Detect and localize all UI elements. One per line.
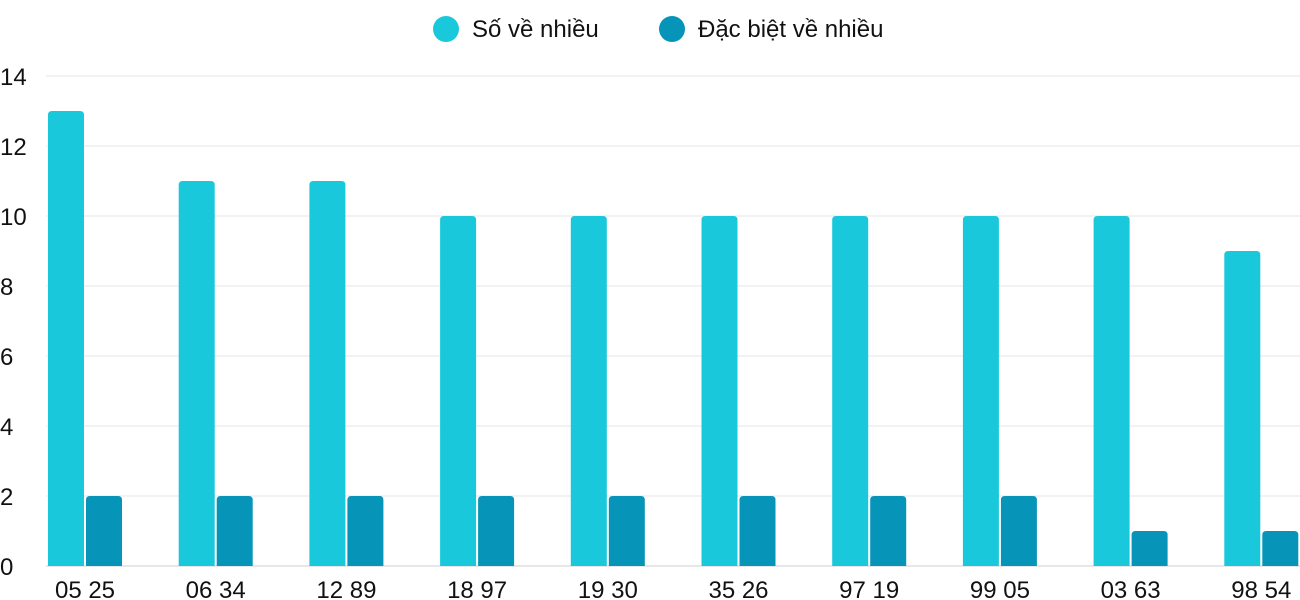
bar-series-1-18-97: [478, 496, 515, 566]
legend-label-dac-biet-ve-nhieu: Đặc biệt về nhiều: [698, 16, 883, 43]
x-tick-label: 97 19: [839, 577, 899, 600]
bar-series-0-05-25: [48, 111, 84, 566]
bar-series-1-05-25: [86, 496, 122, 566]
bar-series-0-06-34: [178, 181, 215, 566]
y-tick-label: 14: [0, 64, 27, 91]
gridlines: [46, 75, 1300, 567]
bar-series-0-03-63: [1093, 216, 1130, 566]
y-axis: 0 2 4 6 8 10 12 14: [0, 64, 27, 581]
bar-series-1-35-26: [739, 496, 776, 566]
bar-series-0-35-26: [701, 216, 738, 566]
bar-series-1-12-89: [347, 496, 384, 566]
bar-series-1-98-54: [1262, 531, 1299, 566]
bars: [48, 111, 1299, 566]
y-tick-label: 10: [0, 204, 27, 231]
x-tick-label: 12 89: [316, 577, 376, 600]
x-tick-label: 35 26: [708, 577, 768, 600]
x-tick-label: 19 30: [578, 577, 638, 600]
x-tick-label: 03 63: [1101, 577, 1161, 600]
legend-marker-dac-biet-ve-nhieu: [659, 16, 685, 42]
bar-series-0-99-05: [962, 216, 999, 566]
x-axis: 05 25 06 34 12 89 18 97 19 30 35 26 97 19 99 05…: [55, 577, 1291, 600]
legend-marker-so-ve-nhieu: [433, 16, 459, 42]
bar-series-0-19-30: [570, 216, 607, 566]
legend: Số về nhiều Đặc biệt về nhiều: [433, 16, 883, 43]
x-tick-label: 06 34: [186, 577, 246, 600]
bar-series-0-97-19: [832, 216, 869, 566]
bar-series-1-03-63: [1131, 531, 1168, 566]
bar-series-1-99-05: [1000, 496, 1037, 566]
x-tick-label: 05 25: [55, 577, 115, 600]
bar-series-0-12-89: [309, 181, 346, 566]
y-tick-label: 12: [0, 134, 27, 161]
y-tick-label: 4: [0, 414, 13, 441]
y-tick-label: 6: [0, 344, 13, 371]
y-tick-label: 0: [0, 554, 13, 581]
bar-series-0-18-97: [440, 216, 477, 566]
y-tick-label: 8: [0, 274, 13, 301]
bar-series-1-06-34: [216, 496, 253, 566]
bar-series-0-98-54: [1224, 251, 1261, 566]
x-tick-label: 98 54: [1231, 577, 1291, 600]
legend-label-so-ve-nhieu: Số về nhiều: [472, 16, 599, 43]
x-tick-label: 99 05: [970, 577, 1030, 600]
y-tick-label: 2: [0, 484, 13, 511]
bar-series-1-19-30: [608, 496, 645, 566]
bar-series-1-97-19: [870, 496, 907, 566]
x-tick-label: 18 97: [447, 577, 507, 600]
